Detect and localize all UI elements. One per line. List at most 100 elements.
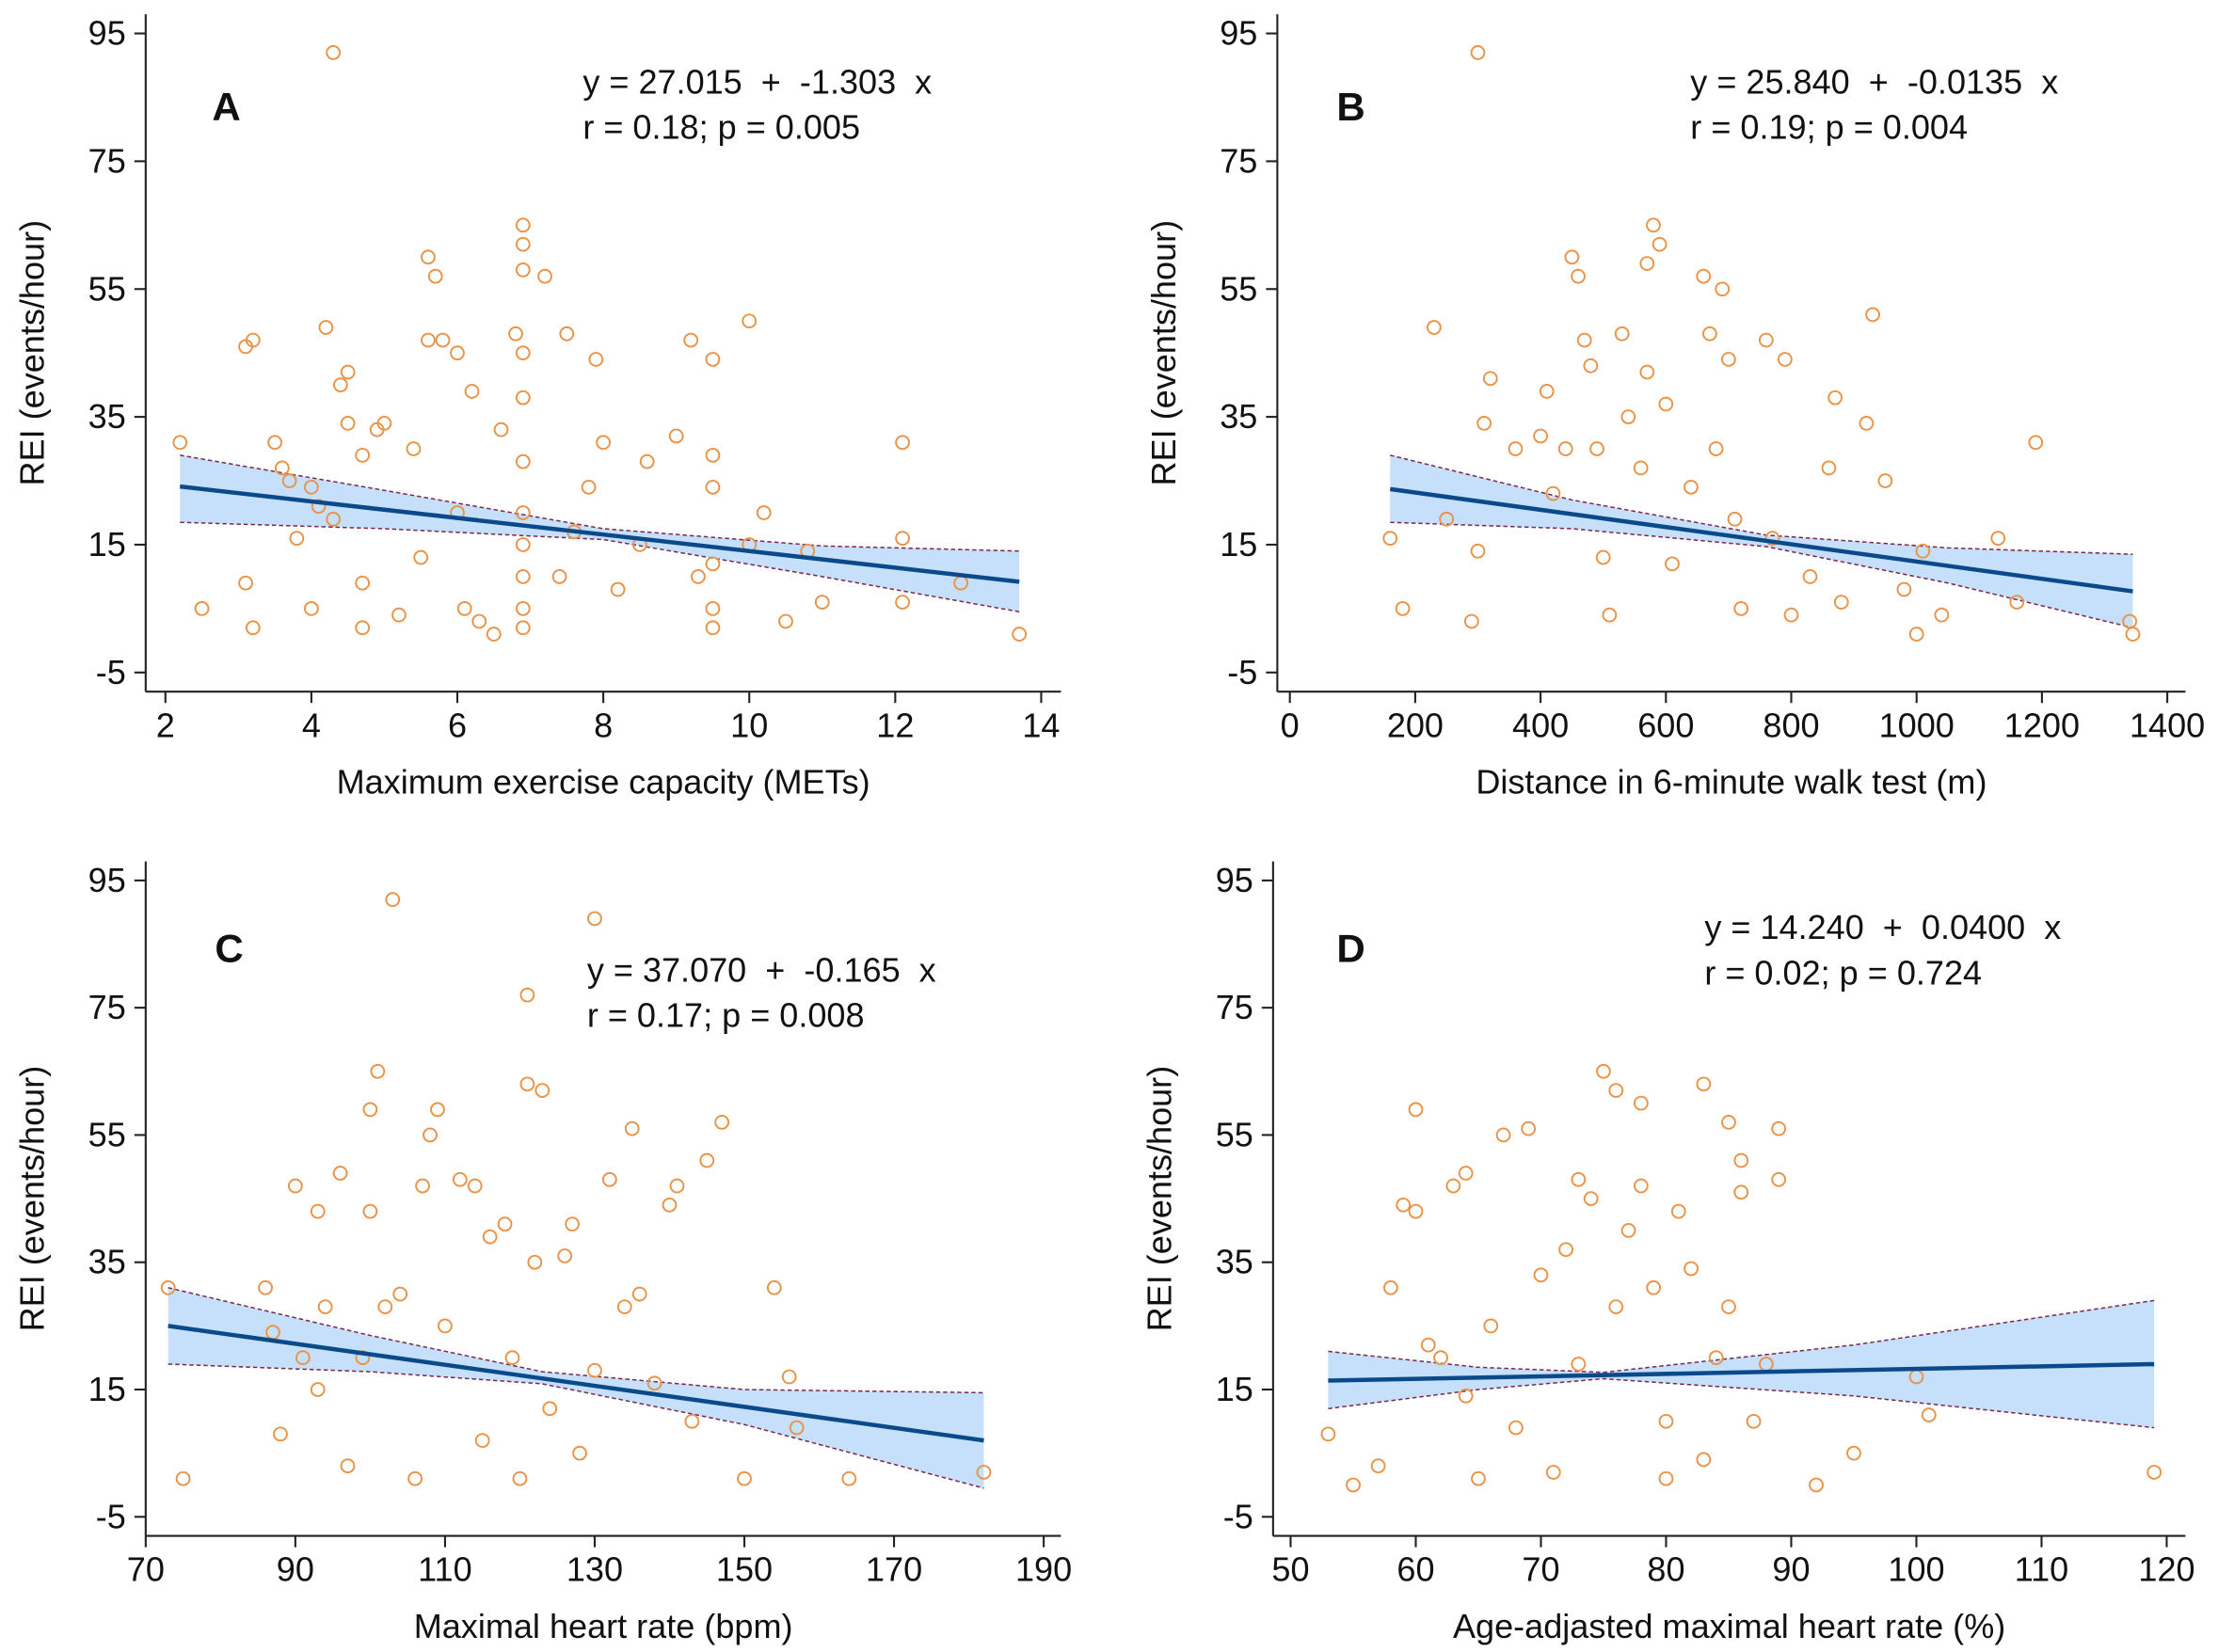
y-axis-label: REI (events/hour) xyxy=(1144,220,1183,486)
x-tick-label: 90 xyxy=(277,1550,314,1589)
x-axis-label: Distance in 6-minute walk test (m) xyxy=(1476,762,1987,801)
data-point xyxy=(1595,549,1611,565)
data-point xyxy=(332,1166,348,1181)
panel-letter: A xyxy=(212,85,240,129)
y-tick-label: 75 xyxy=(1216,988,1253,1026)
data-point xyxy=(1458,1166,1474,1181)
x-axis-label: Maximum exercise capacity (METs) xyxy=(337,762,870,801)
data-point xyxy=(1827,389,1843,405)
data-point xyxy=(303,479,319,495)
data-point xyxy=(1476,416,1492,431)
data-point xyxy=(311,499,327,515)
data-point xyxy=(504,1350,520,1366)
data-point xyxy=(245,620,261,636)
annotation: y = 25.840 + -0.0135 x xyxy=(1690,62,2058,101)
data-point xyxy=(515,505,531,520)
data-point xyxy=(976,1465,992,1480)
data-point xyxy=(392,1286,408,1302)
data-point xyxy=(430,1102,445,1118)
data-point xyxy=(1408,1102,1424,1118)
x-tick-label: 0 xyxy=(1281,706,1300,744)
data-point xyxy=(1620,409,1636,425)
x-tick-label: 60 xyxy=(1396,1550,1434,1589)
data-point xyxy=(310,1203,326,1219)
data-point xyxy=(355,447,371,463)
y-tick-label: 75 xyxy=(88,141,126,180)
data-point xyxy=(646,1375,662,1391)
x-tick-label: 400 xyxy=(1512,706,1569,744)
data-point xyxy=(616,1299,632,1314)
y-tick-label: 15 xyxy=(1220,525,1257,564)
data-point xyxy=(413,549,429,565)
data-point xyxy=(841,1470,857,1486)
x-tick-label: 80 xyxy=(1647,1550,1684,1589)
confidence-band xyxy=(1328,1300,2155,1428)
data-point xyxy=(1320,1426,1336,1442)
data-point xyxy=(1608,1299,1624,1314)
regression-line xyxy=(1328,1361,2155,1383)
data-point xyxy=(1545,1465,1561,1480)
data-point xyxy=(1602,607,1618,623)
data-point xyxy=(1608,1083,1624,1098)
data-point xyxy=(238,575,253,591)
data-point xyxy=(464,384,480,399)
data-point xyxy=(1721,1115,1736,1130)
x-tick-label: 2 xyxy=(156,706,175,744)
y-tick-label: -5 xyxy=(96,1497,126,1535)
data-point xyxy=(1746,1413,1762,1429)
data-point xyxy=(1652,236,1667,252)
x-tick-label: 200 xyxy=(1387,706,1444,744)
data-point xyxy=(1596,1063,1611,1079)
data-point xyxy=(1557,441,1573,456)
data-point xyxy=(1733,1152,1749,1168)
data-point xyxy=(895,531,910,547)
data-point xyxy=(515,236,531,252)
y-tick-label: 15 xyxy=(88,1370,126,1408)
data-point xyxy=(493,421,509,437)
data-point xyxy=(587,911,602,927)
data-point xyxy=(2125,627,2141,642)
y-axis-label: REI (events/hour) xyxy=(13,220,52,486)
data-point xyxy=(699,1152,715,1168)
data-point xyxy=(527,1254,543,1270)
data-point xyxy=(421,332,436,348)
data-point xyxy=(1715,281,1731,297)
y-tick-label: 55 xyxy=(88,269,126,308)
data-point xyxy=(705,447,721,463)
y-tick-label: 95 xyxy=(88,14,126,53)
data-point xyxy=(519,1076,535,1092)
data-point xyxy=(1665,556,1680,572)
data-point xyxy=(705,601,721,616)
data-point xyxy=(515,217,531,233)
x-axis-label: Age-adjasted maximal heart rate (%) xyxy=(1453,1607,2005,1645)
data-point xyxy=(1758,332,1774,348)
data-point xyxy=(1620,1223,1636,1238)
data-point xyxy=(370,1063,386,1079)
data-point xyxy=(631,1286,647,1302)
data-point xyxy=(705,352,721,367)
data-point xyxy=(1408,1203,1424,1219)
data-point xyxy=(326,511,342,527)
data-point xyxy=(1395,601,1411,616)
x-tick-label: 120 xyxy=(2138,1550,2194,1589)
data-point xyxy=(450,345,465,361)
data-point xyxy=(1802,569,1818,584)
data-point xyxy=(427,268,443,284)
panel-letter: D xyxy=(1336,926,1364,970)
y-axis-label: REI (events/hour) xyxy=(13,1066,52,1332)
data-point xyxy=(1777,352,1793,367)
data-point xyxy=(1495,1127,1511,1143)
data-point xyxy=(1463,613,1479,629)
data-point xyxy=(1483,1318,1499,1334)
data-point xyxy=(318,320,334,335)
data-point xyxy=(683,332,699,348)
band-edge xyxy=(1328,1299,2155,1374)
data-point xyxy=(1633,460,1649,476)
data-point xyxy=(1783,607,1799,623)
data-point xyxy=(1908,627,1924,642)
data-point xyxy=(1821,460,1837,476)
data-point xyxy=(565,1216,580,1232)
data-point xyxy=(535,1083,551,1098)
data-point xyxy=(601,1171,617,1187)
data-point xyxy=(1658,396,1674,412)
